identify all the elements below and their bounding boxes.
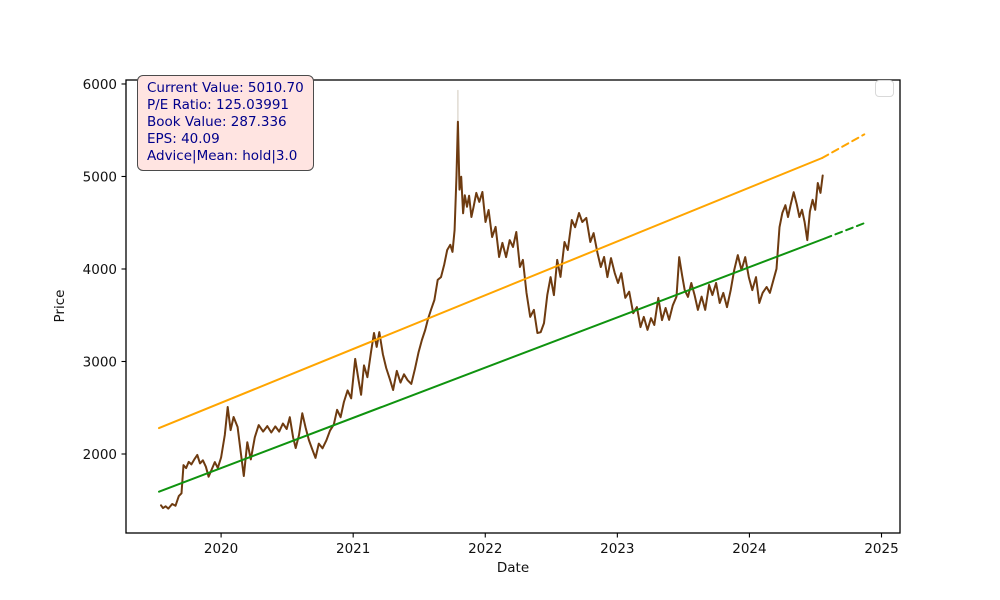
- y-tick-label: 3000: [83, 354, 117, 370]
- annotation-current-value: Current Value: 5010.70: [147, 80, 304, 96]
- y-axis-label: Price: [52, 289, 68, 323]
- x-tick-label: 2021: [336, 541, 370, 557]
- annotation-book-value: Book Value: 287.336: [147, 114, 287, 130]
- y-tick-label: 5000: [83, 169, 117, 185]
- x-tick-label: 2020: [204, 541, 238, 557]
- x-tick-label: 2024: [732, 541, 766, 557]
- support-forecast-line: [823, 221, 867, 240]
- x-tick-label: 2022: [468, 541, 502, 557]
- x-tick-label: 2025: [864, 541, 898, 557]
- legend-empty-box: [875, 80, 894, 97]
- resistance-forecast-line: [821, 133, 866, 159]
- axes-spines: [125, 79, 901, 534]
- annotation-pe-ratio: P/E Ratio: 125.03991: [147, 97, 290, 113]
- y-tick-label: 4000: [83, 262, 117, 278]
- price-line: [160, 120, 824, 510]
- annotation-advice-mean: Advice|Mean: hold|3.0: [147, 148, 298, 164]
- stock-info-annotation: Current Value: 5010.70 P/E Ratio: 125.03…: [137, 75, 314, 171]
- resistance-trend-line: [158, 157, 824, 430]
- y-tick-label: 6000: [83, 77, 117, 93]
- x-tick-label: 2023: [600, 541, 634, 557]
- support-trend-line: [158, 237, 826, 493]
- x-axis-label: Date: [496, 560, 530, 576]
- annotation-eps: EPS: 40.09: [147, 131, 220, 147]
- y-tick-label: 2000: [83, 447, 117, 463]
